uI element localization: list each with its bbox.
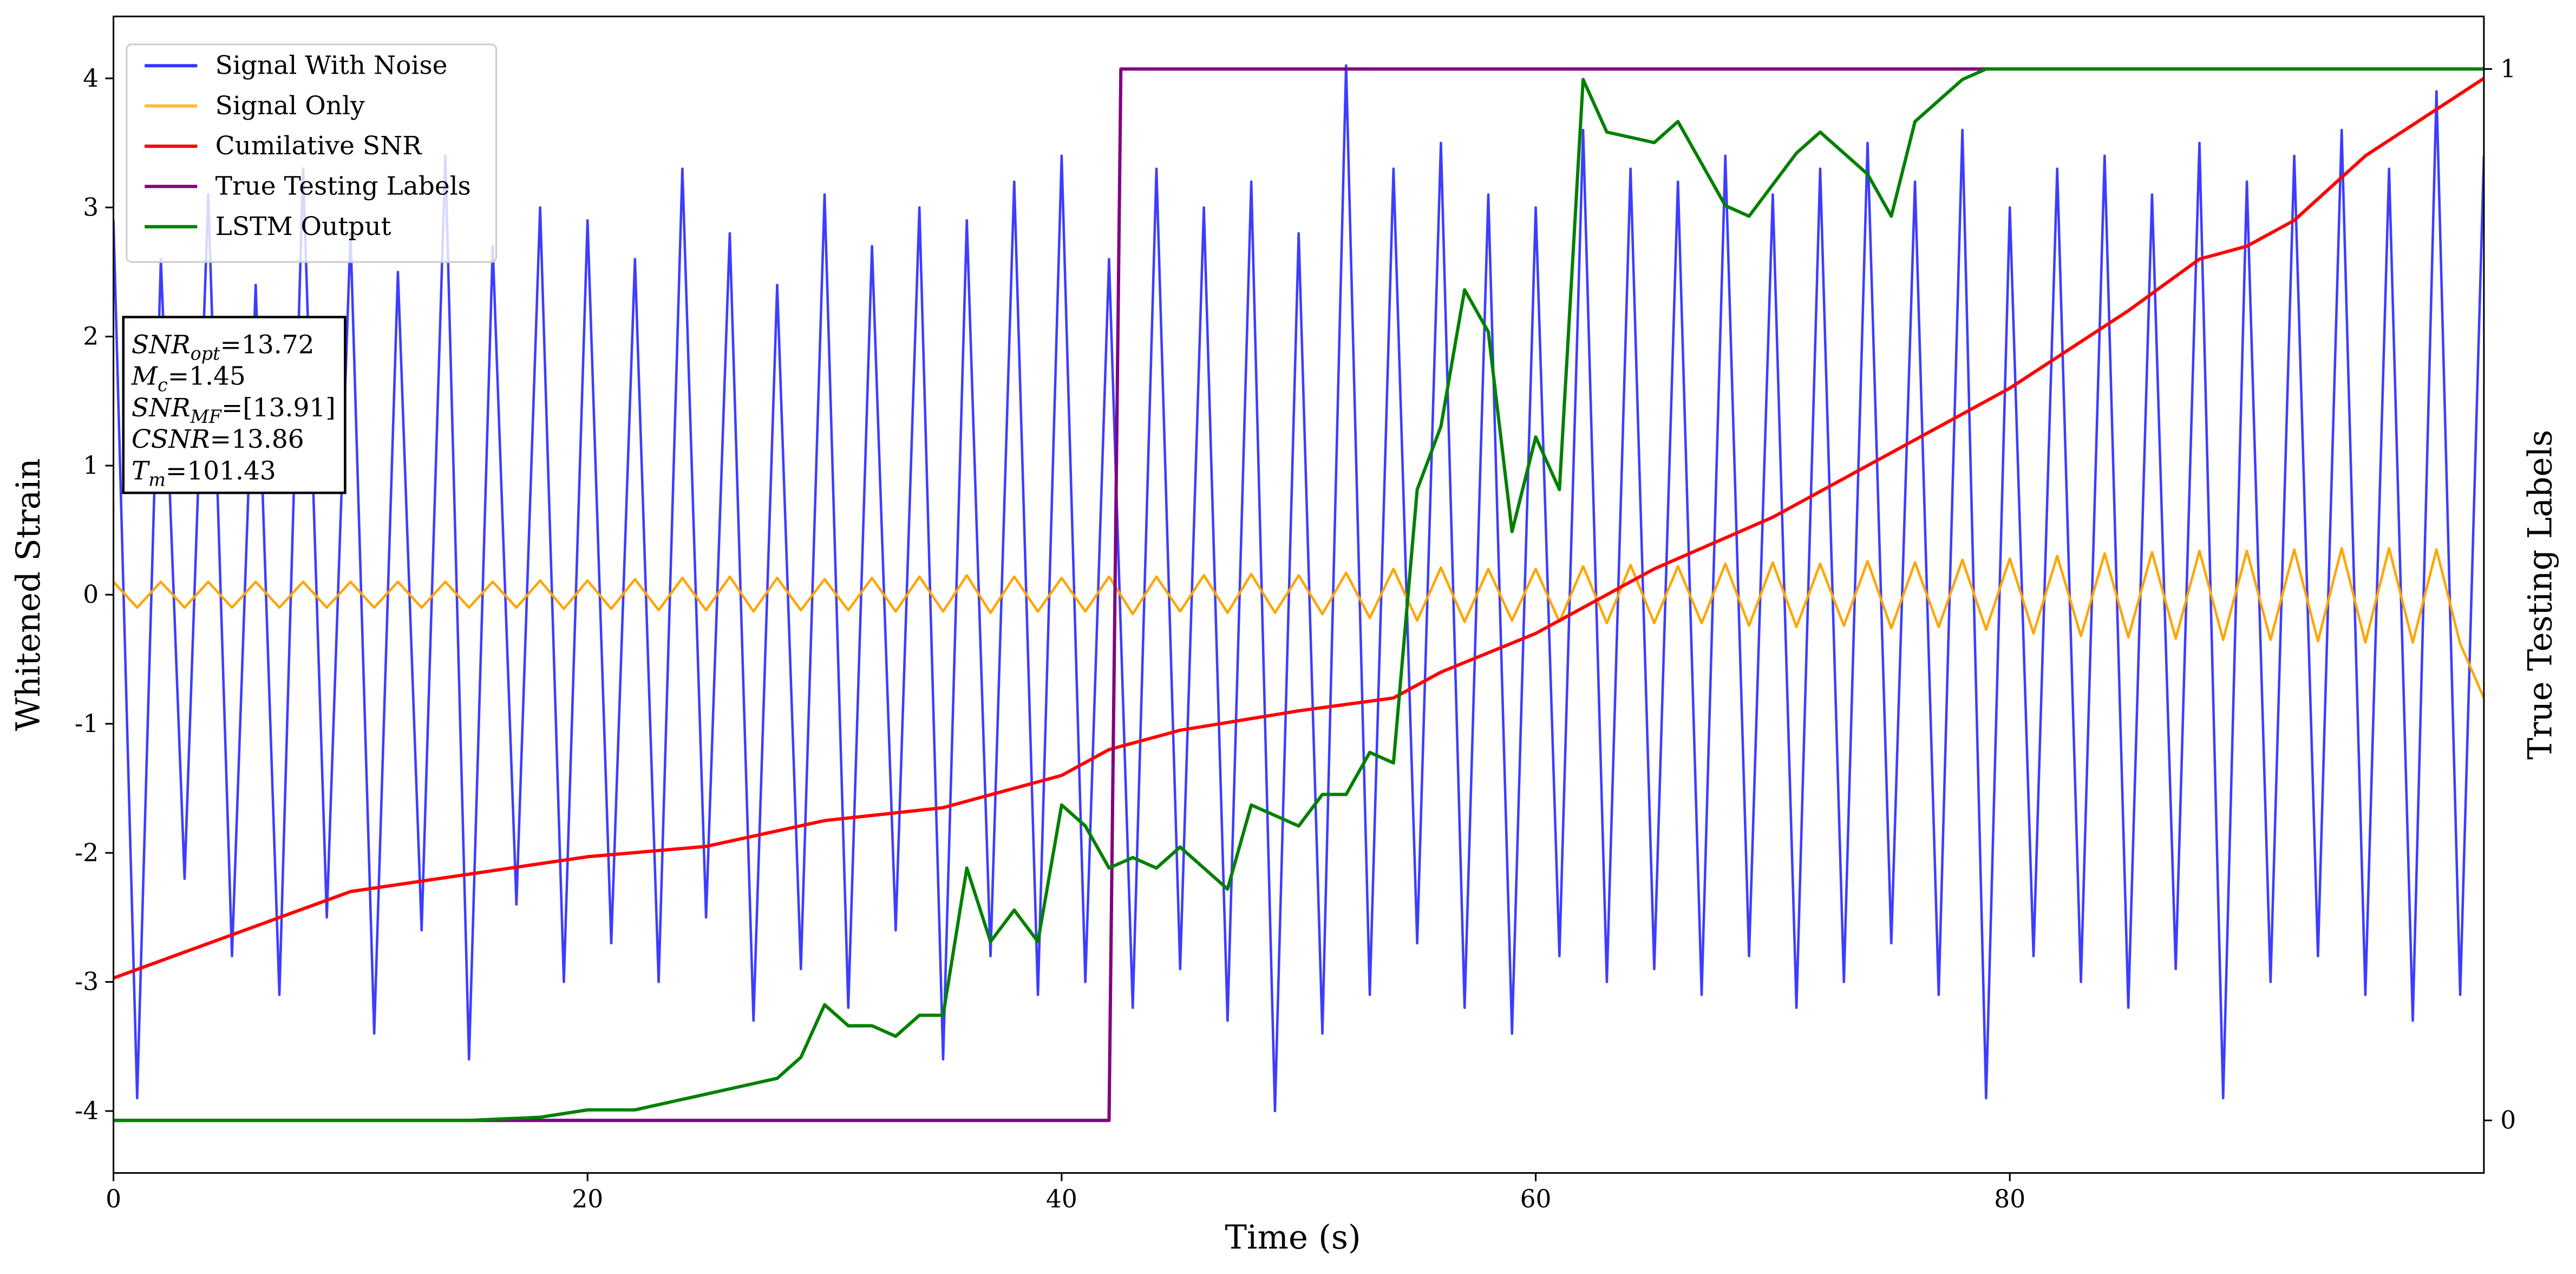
annotation-symbol: CSNR — [132, 424, 210, 454]
x-tick-label: 20 — [572, 1185, 603, 1213]
y-tick-label: -2 — [75, 838, 99, 867]
y-tick-label: -3 — [75, 968, 99, 996]
annotation-subscript: MF — [190, 406, 223, 427]
annotation-symbol: SNR — [132, 330, 191, 360]
legend-label: Signal Only — [215, 91, 365, 121]
legend-box — [126, 43, 498, 263]
y-tick-label: 4 — [83, 64, 99, 93]
y2-tick-label: 1 — [2500, 55, 2516, 83]
annotation-box — [122, 316, 346, 494]
y-tick-label: -1 — [75, 709, 99, 738]
series-line — [113, 67, 2484, 1122]
x-tick-label: 40 — [1046, 1185, 1077, 1213]
annotation: SNRopt=13.72Mc=1.45SNRMF=[13.91]CSNR=13.… — [122, 316, 346, 494]
annotation-subscript: m — [148, 469, 166, 491]
series-line — [113, 64, 2484, 1113]
y-axis-label: Whitened Strain — [10, 458, 48, 731]
y-tick-label: 3 — [83, 193, 99, 221]
annotation-line: CSNR=13.86 — [132, 424, 304, 454]
annotation-value: =1.45 — [168, 362, 246, 391]
y-tick-label: -4 — [75, 1096, 99, 1125]
annotation-symbol: M — [131, 362, 159, 391]
legend: Signal With Noise Signal Only Cumilative S… — [126, 43, 498, 263]
y-tick-label: 1 — [83, 451, 99, 480]
x-axis-label: Time (s) — [1225, 1219, 1361, 1257]
annotation-value: =13.86 — [210, 424, 304, 454]
annotation-value: =13.72 — [220, 330, 315, 360]
legend-label: LSTM Output — [215, 212, 391, 241]
y2-axis-label: True Testing Labels — [2521, 430, 2559, 760]
y-tick-label: 0 — [83, 580, 99, 609]
x-tick-label: 80 — [1994, 1185, 2025, 1213]
series-line — [113, 547, 2484, 699]
annotation-subscript: c — [158, 375, 168, 396]
annotation-symbol: T — [132, 456, 151, 486]
annotation-subscript: opt — [191, 343, 220, 364]
legend-label: Cumilative SNR — [215, 131, 423, 161]
series-line — [113, 77, 2484, 980]
series-line — [113, 67, 2484, 1122]
y2-tick-label: 0 — [2500, 1106, 2516, 1134]
plot-area — [113, 64, 2484, 1122]
x-tick-label: 60 — [1520, 1185, 1552, 1213]
x-tick-label: 0 — [106, 1185, 121, 1213]
legend-label: Signal With Noise — [215, 51, 448, 81]
annotation-symbol: SNR — [132, 393, 191, 423]
annotation-line: SNRopt=13.72 — [132, 330, 315, 364]
annotation-value: =101.43 — [166, 456, 276, 486]
y-tick-label: 2 — [83, 322, 99, 351]
annotation-line: SNRMF=[13.91] — [132, 393, 336, 427]
annotation-line: Tm=101.43 — [132, 456, 276, 490]
annotation-value: =[13.91] — [221, 393, 336, 423]
legend-label: True Testing Labels — [215, 172, 471, 201]
annotation-line: Mc=1.45 — [131, 362, 246, 396]
